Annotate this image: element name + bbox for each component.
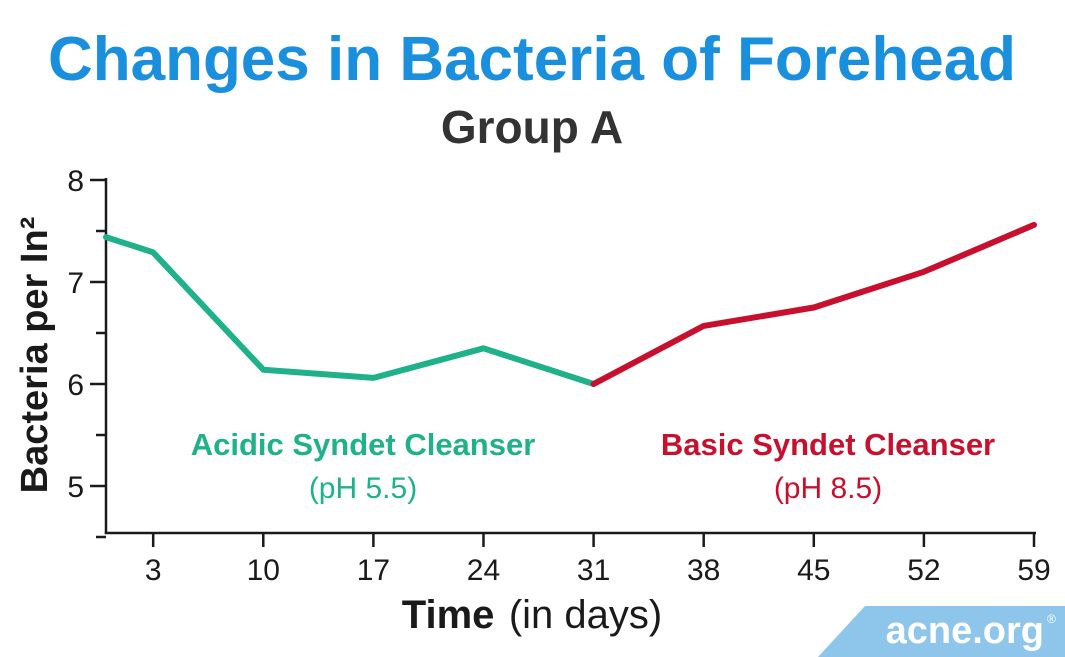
x-tick-label: 31	[577, 554, 610, 587]
y-axis-label: Bacteria per In²	[14, 217, 56, 494]
x-tick-label: 59	[1017, 554, 1050, 587]
annotations: Acidic Syndet Cleanser (pH 5.5) Basic Sy…	[191, 427, 995, 505]
x-tick-label: 3	[145, 554, 162, 587]
acidic-series-line	[103, 234, 597, 387]
annotation-acidic-label: Acidic Syndet Cleanser	[191, 427, 536, 462]
x-tick-label: 24	[467, 554, 500, 587]
y-tick-label: 6	[67, 369, 84, 402]
brand-badge: acne.org ®	[818, 606, 1065, 657]
chart-title: Changes in Bacteria of Forehead	[48, 25, 1016, 94]
x-tick-label: 17	[357, 554, 390, 587]
annotation-basic-ph: (pH 8.5)	[774, 472, 882, 505]
x-axis-ticks: 3 10 17 24 31 38 45 52 59	[145, 533, 1051, 587]
annotation-acidic-ph: (pH 5.5)	[309, 472, 417, 505]
brand-badge-background	[818, 606, 1065, 657]
x-axis-label-rest: (in days)	[509, 593, 662, 637]
y-tick-label: 5	[67, 471, 84, 504]
brand-logo-text: acne.org	[886, 610, 1044, 652]
x-tick-label: 10	[247, 554, 280, 587]
x-tick-label: 45	[797, 554, 830, 587]
basic-series-line	[590, 221, 1037, 387]
series-layer	[103, 221, 1037, 387]
x-axis-label: Time (in days)	[402, 593, 662, 637]
y-tick-label: 7	[67, 267, 84, 300]
x-axis-label-bold: Time	[402, 593, 495, 637]
y-tick-label: 8	[67, 165, 84, 198]
x-tick-label: 38	[687, 554, 720, 587]
annotation-basic-label: Basic Syndet Cleanser	[661, 427, 995, 462]
chart-subtitle: Group A	[441, 101, 623, 153]
x-tick-label: 52	[907, 554, 940, 587]
registered-mark-icon: ®	[1047, 612, 1056, 626]
y-axis-ticks: 5 6 7 8	[67, 165, 106, 539]
